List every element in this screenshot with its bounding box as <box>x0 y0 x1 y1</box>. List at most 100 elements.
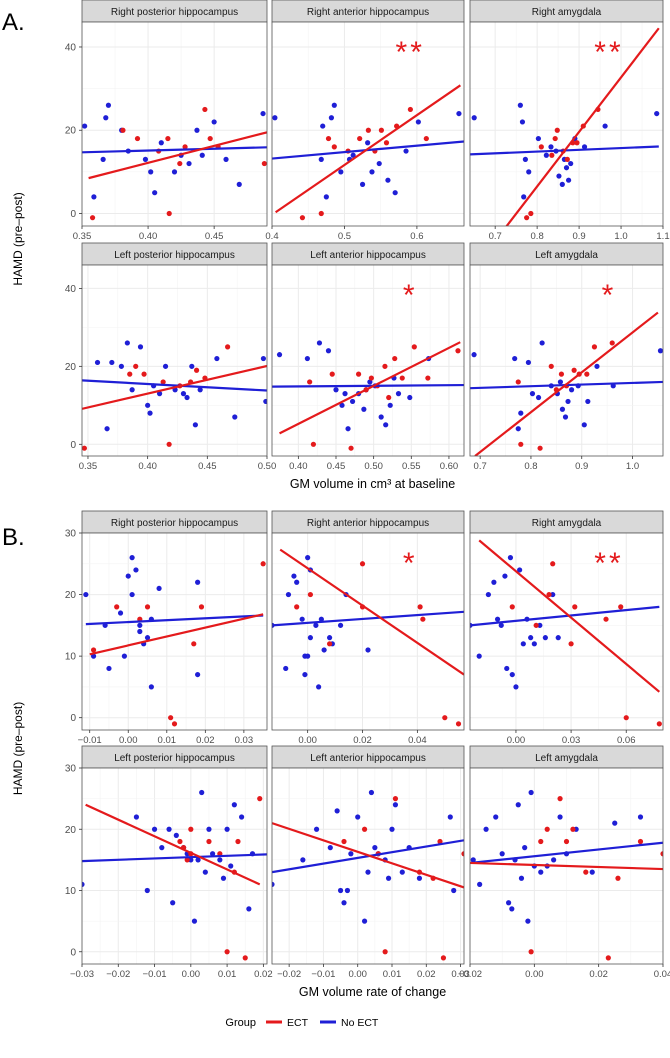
point-no-ect <box>517 567 523 573</box>
regression-line-ect <box>272 822 464 889</box>
point-no-ect <box>151 826 158 832</box>
point-no-ect <box>365 647 371 653</box>
point-ect <box>357 135 363 142</box>
point-no-ect <box>283 665 289 672</box>
y-tick-label: 40 <box>65 284 77 295</box>
grid <box>82 533 267 730</box>
x-tick-label: 0.00 <box>119 735 138 746</box>
facet-title: Left anterior hippocampus <box>310 753 426 764</box>
point-no-ect <box>260 110 266 117</box>
point-no-ect <box>416 875 423 881</box>
point-no-ect <box>318 616 324 622</box>
point-no-ect <box>559 406 566 412</box>
point-no-ect <box>209 851 216 857</box>
point-no-ect <box>91 194 97 200</box>
legend-label-no-ect: No ECT <box>341 1017 379 1029</box>
point-ect <box>166 210 172 217</box>
point-no-ect <box>147 410 153 416</box>
point-ect <box>546 591 552 598</box>
point-ect <box>423 135 429 142</box>
point-no-ect <box>378 414 384 420</box>
x-tick-label: 0.8 <box>524 461 537 472</box>
regression-line-no-ect <box>272 383 464 388</box>
facet-right-posterior-hippocampus: Right posterior hippocampus 0 10 20 30 −0.01 0… <box>65 510 268 746</box>
point-ect <box>605 955 611 961</box>
point-ect <box>563 838 570 845</box>
point-ect <box>518 441 524 447</box>
legend-label-ect: ECT <box>287 1017 309 1029</box>
point-no-ect <box>355 814 361 820</box>
plot-frame <box>271 767 465 965</box>
facet-title: Right amygdala <box>532 7 602 18</box>
point-no-ect <box>83 591 89 598</box>
point-no-ect <box>197 387 203 393</box>
x-tick-label: 0.00 <box>348 969 367 980</box>
y-tick-label: 0 <box>70 947 76 958</box>
point-no-ect <box>121 653 127 659</box>
y-tick-label: 10 <box>65 886 77 897</box>
point-ect <box>206 838 212 845</box>
point-no-ect <box>341 900 347 906</box>
regression-line-no-ect <box>82 853 267 863</box>
x-tick-label: 0.40 <box>289 461 308 472</box>
point-ect <box>160 379 166 385</box>
y-tick-label: 30 <box>65 529 77 540</box>
significance-marker: * <box>403 279 418 312</box>
point-no-ect <box>551 857 557 863</box>
facet-left-anterior-hippocampus: Left anterior hippocampus * 0.40 0.45 0.50 0.… <box>271 242 465 472</box>
point-ect <box>550 561 556 567</box>
point-ect <box>568 641 574 647</box>
point-no-ect <box>228 863 234 869</box>
x-tick-label: 0.01 <box>218 969 237 980</box>
x-tick-label: 0.00 <box>525 969 544 980</box>
x-tick-label: 0.01 <box>383 969 402 980</box>
point-no-ect <box>334 808 340 814</box>
point-ect <box>177 160 183 167</box>
point-ect <box>528 210 534 217</box>
point-ect <box>127 371 133 377</box>
data-layer <box>470 789 663 961</box>
point-ect <box>82 445 87 451</box>
point-no-ect <box>415 119 421 125</box>
point-ect <box>310 441 317 447</box>
plot-frame <box>469 264 664 457</box>
grid <box>470 22 663 226</box>
x-tick-label: 0.01 <box>158 735 177 746</box>
x-tick-label: 0.5 <box>338 231 351 242</box>
plot-area <box>82 768 267 964</box>
grid <box>272 533 464 730</box>
significance-marker: ** <box>396 36 425 69</box>
point-no-ect <box>105 102 112 108</box>
point-no-ect <box>451 887 457 894</box>
significance-marker: ** <box>594 547 623 580</box>
point-no-ect <box>491 579 497 585</box>
point-no-ect <box>585 398 591 405</box>
point-no-ect <box>498 622 504 628</box>
point-ect <box>171 721 178 727</box>
plot-area <box>470 533 663 730</box>
point-ect <box>440 955 447 961</box>
point-no-ect <box>518 410 524 416</box>
point-no-ect <box>531 641 537 647</box>
point-ect <box>411 344 417 350</box>
point-ect <box>571 367 577 373</box>
point-no-ect <box>117 610 124 616</box>
x-tick-label: 0.8 <box>531 231 544 242</box>
point-no-ect <box>327 635 333 641</box>
point-no-ect <box>539 340 545 346</box>
point-ect <box>359 561 366 567</box>
point-no-ect <box>331 102 337 108</box>
point-no-ect <box>392 802 399 808</box>
point-ect <box>623 715 629 721</box>
point-no-ect <box>307 635 313 641</box>
point-no-ect <box>517 102 523 108</box>
point-no-ect <box>568 160 574 167</box>
x-tick-label: 0.00 <box>298 735 317 746</box>
point-no-ect <box>180 391 187 397</box>
facet-right-posterior-hippocampus: Right posterior hippocampus 0 20 40 0.35 0.40… <box>65 0 268 242</box>
point-no-ect <box>184 394 190 401</box>
grid <box>272 265 464 456</box>
plot-frame <box>469 767 664 965</box>
regression-line-no-ect <box>470 841 663 865</box>
point-no-ect <box>563 165 570 171</box>
